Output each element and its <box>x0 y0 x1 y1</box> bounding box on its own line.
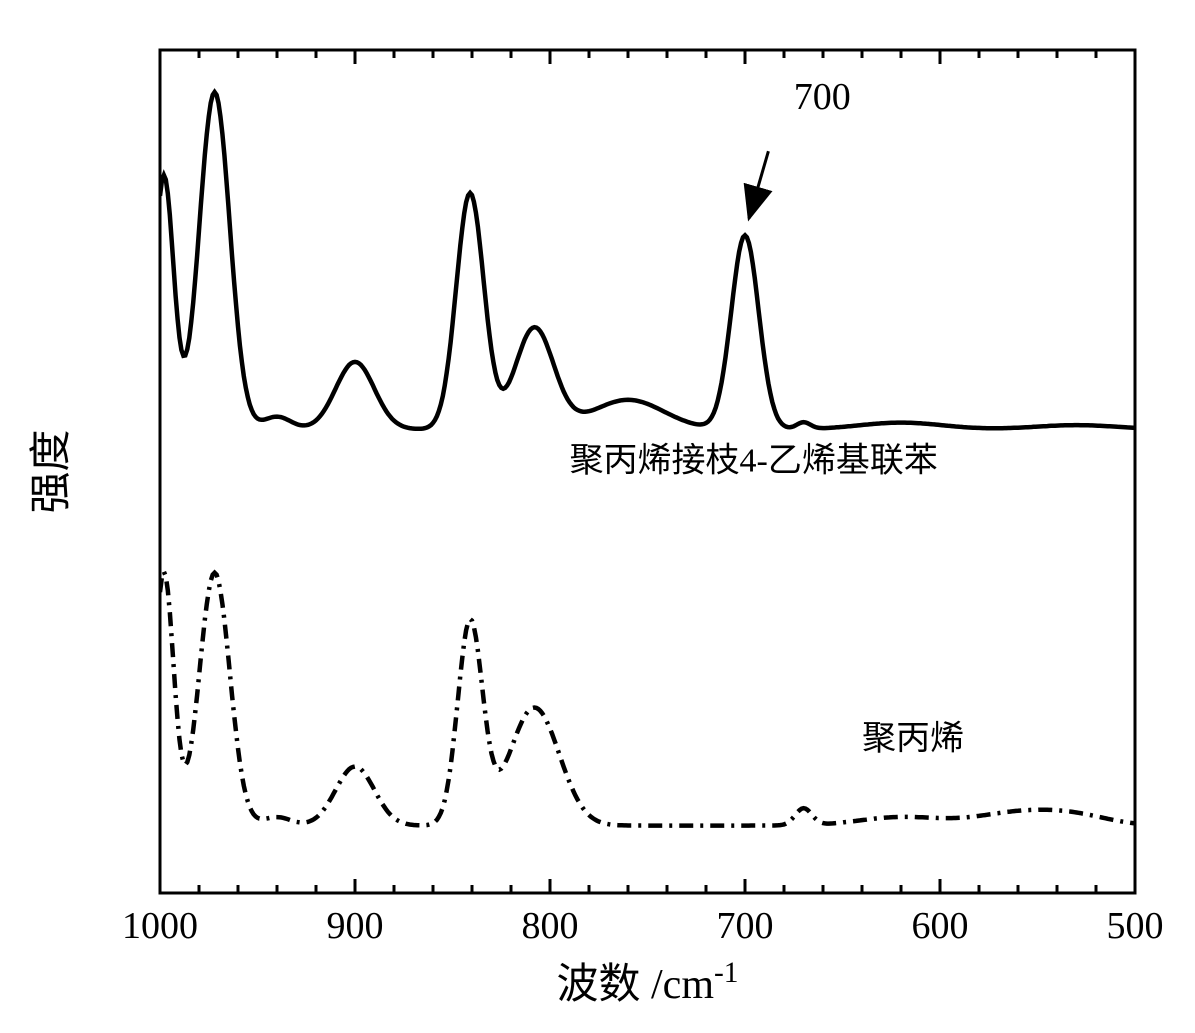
x-tick-label: 700 <box>717 905 774 947</box>
x-tick-label: 900 <box>327 905 384 947</box>
spectrum-chart: 1000 900 800 700 600 500 波数 /cm-1 强度 聚丙烯接枝4-乙烯基联… <box>0 0 1195 1033</box>
x-axis-label: 波数 /cm-1 <box>557 957 739 1008</box>
legend-grafted: 聚丙烯接枝4-乙烯基联苯 <box>570 442 938 480</box>
x-tick-label: 500 <box>1107 905 1164 947</box>
x-tick-label: 1000 <box>122 905 198 947</box>
legend-pp: 聚丙烯 <box>862 720 964 758</box>
y-axis-label: 强度 <box>29 429 75 513</box>
x-tick-label: 600 <box>912 905 969 947</box>
x-tick-label: 800 <box>522 905 579 947</box>
annotation-text: 700 <box>794 76 851 118</box>
chart-svg: 1000 900 800 700 600 500 波数 /cm-1 强度 聚丙烯接枝4-乙烯基联… <box>0 0 1195 1033</box>
